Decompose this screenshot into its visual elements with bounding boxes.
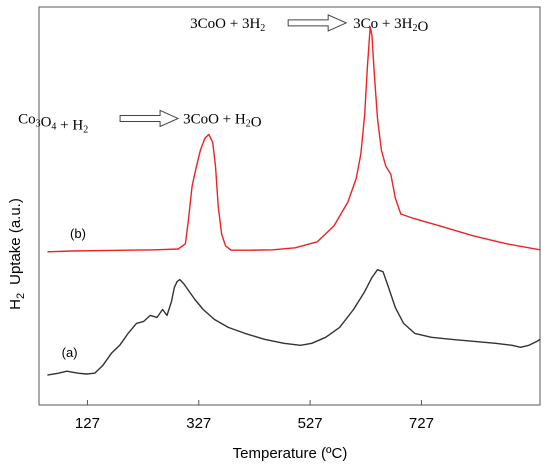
reaction-2-reactants: 3CoO + 3H2 bbox=[190, 16, 265, 34]
series-label-b: (b) bbox=[70, 226, 86, 241]
reaction-2-products: 3Co + 3H2O bbox=[353, 16, 428, 35]
x-axis-title: Temperature (ºC) bbox=[233, 445, 348, 462]
reaction-1-reactants: Co3O4 + H2 bbox=[18, 111, 88, 135]
y-axis-title-h: H bbox=[7, 299, 24, 310]
x-tick-label: 727 bbox=[409, 415, 434, 432]
series-layer: (a) (b) bbox=[47, 26, 541, 376]
x-tick-label: 527 bbox=[298, 415, 323, 432]
series-line-b bbox=[47, 26, 541, 253]
annotation-layer: Co3O4 + H2 3CoO + H2O 3CoO + 3H2 3Co + 3H2O bbox=[18, 14, 428, 135]
svg-text:H2Uptake (a.u.): H2 Uptake (a.u.) bbox=[7, 198, 27, 310]
plot-frame bbox=[38, 6, 541, 406]
reaction-1-arrow bbox=[119, 109, 180, 128]
series-label-a: (a) bbox=[62, 345, 78, 360]
reaction-2-arrow bbox=[287, 14, 348, 32]
series-line-a bbox=[47, 269, 541, 376]
y-axis-title-rest: Uptake (a.u.) bbox=[7, 198, 24, 285]
reaction-1-products: 3CoO + H2O bbox=[183, 111, 262, 130]
x-axis-ticks: 127 327 527 727 bbox=[75, 400, 434, 432]
y-axis-title: H2 Uptake (a.u.) bbox=[7, 198, 27, 310]
x-tick-label: 127 bbox=[75, 415, 100, 432]
x-tick-label: 327 bbox=[186, 415, 211, 432]
y-axis-title-sub: 2 bbox=[15, 293, 27, 299]
